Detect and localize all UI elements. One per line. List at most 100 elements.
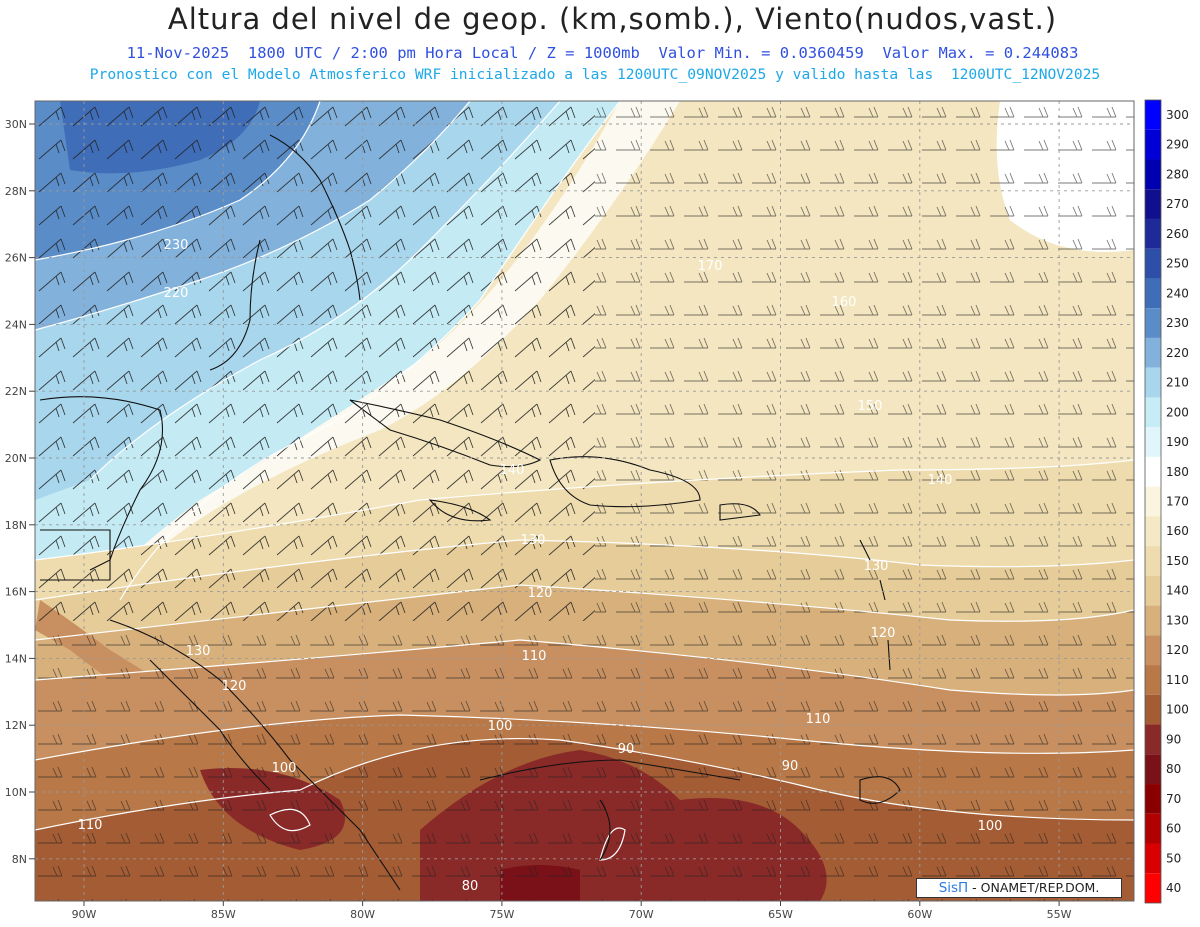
forecast-time-subtitle: 11-Nov-2025 1800 UTC / 2:00 pm Hora Loca…	[126, 44, 1079, 62]
contour-label: 100	[488, 719, 513, 734]
contour-label: 90	[618, 742, 635, 757]
colorbar-swatch	[1145, 754, 1161, 785]
latitude-tick-label: 28N	[5, 185, 27, 198]
colorbar-swatch	[1145, 575, 1161, 606]
contour-label: 170	[698, 259, 723, 274]
page-title: Altura del nivel de geop. (km,somb.), Vi…	[167, 2, 1058, 36]
colorbar-label: 260	[1166, 227, 1189, 241]
colorbar-label: 220	[1166, 346, 1189, 360]
model-info-subtitle: Pronostico con el Modelo Atmosferico WRF…	[89, 66, 1101, 83]
colorbar-swatch	[1145, 843, 1161, 874]
contour-label: 120	[528, 586, 553, 601]
contour-label: 100	[978, 819, 1003, 834]
colorbar-label: 180	[1166, 465, 1189, 479]
latitude-tick-label: 12N	[5, 719, 27, 732]
colorbar-label: 130	[1166, 613, 1189, 627]
colorbar-swatch	[1145, 159, 1161, 190]
colorbar-swatch	[1145, 873, 1161, 903]
colorbar: 300 290 280 270 260 250 240 230 220 210 200 190 180 1…	[1144, 99, 1189, 904]
colorbar-label: 60	[1166, 822, 1181, 836]
contour-label: 110	[78, 818, 103, 833]
colorbar-swatch	[1145, 248, 1161, 279]
longitude-axis: 90W 85W 80W 75W 70W 65W 60W 55W	[72, 901, 1072, 921]
latitude-tick-label: 20N	[5, 452, 27, 465]
colorbar-swatch	[1145, 427, 1161, 457]
longitude-tick-label: 75W	[489, 908, 514, 921]
longitude-tick-label: 80W	[350, 908, 375, 921]
colorbar-label: 250	[1166, 257, 1189, 271]
contour-label: 120	[871, 626, 896, 641]
colorbar-swatch	[1145, 456, 1161, 487]
colorbar-swatch	[1145, 100, 1161, 130]
contour-label: 220	[164, 286, 189, 301]
colorbar-label: 80	[1166, 762, 1181, 776]
colorbar-swatch	[1145, 129, 1161, 160]
latitude-tick-label: 10N	[5, 786, 27, 799]
map-frame	[34, 100, 1135, 902]
colorbar-label: 150	[1166, 554, 1189, 568]
colorbar-swatch	[1145, 665, 1161, 695]
colorbar-swatch	[1145, 367, 1161, 398]
colorbar-label: 300	[1166, 108, 1189, 122]
colorbar-label: 120	[1166, 643, 1189, 657]
contour-label: 160	[832, 295, 857, 310]
colorbar-swatch	[1145, 813, 1161, 844]
colorbar-swatch	[1145, 486, 1161, 517]
colorbar-swatch	[1145, 337, 1161, 368]
colorbar-label: 190	[1166, 435, 1189, 449]
longitude-tick-label: 70W	[629, 908, 654, 921]
colorbar-label: 170	[1166, 495, 1189, 509]
latitude-tick-label: 22N	[5, 385, 27, 398]
colorbar-swatch	[1145, 724, 1161, 755]
latitude-tick-label: 8N	[12, 853, 27, 866]
colorbar-swatch	[1145, 189, 1161, 219]
colorbar-swatch	[1145, 694, 1161, 725]
colorbar-swatch	[1145, 635, 1161, 666]
colorbar-label: 230	[1166, 316, 1189, 330]
longitude-tick-label: 55W	[1047, 908, 1072, 921]
latitude-tick-label: 26N	[5, 252, 27, 265]
colorbar-swatch	[1145, 516, 1161, 547]
colorbar-label: 290	[1166, 138, 1189, 152]
longitude-tick-label: 60W	[907, 908, 932, 921]
colorbar-label: 90	[1166, 732, 1181, 746]
colorbar-label: 280	[1166, 167, 1189, 181]
colorbar-swatch	[1145, 278, 1161, 309]
colorbar-label: 140	[1166, 584, 1189, 598]
contour-label: 140	[500, 463, 525, 478]
colorbar-label: 50	[1166, 851, 1181, 865]
contour-label: 110	[522, 649, 547, 664]
latitude-tick-label: 18N	[5, 519, 27, 532]
contour-label: 130	[864, 559, 889, 574]
contour-labels: 230 220 170 160 150 140 140 130 130 120 120 130 120 1…	[78, 238, 1003, 894]
colorbar-label: 200	[1166, 405, 1189, 419]
contour-label: 230	[164, 238, 189, 253]
latitude-tick-label: 24N	[5, 318, 27, 331]
latitude-axis: 30N 28N 26N 24N 22N 20N 18N 16N 14N 12N 10N 8N	[5, 118, 35, 866]
contour-label: 130	[186, 644, 211, 659]
contour-label: 90	[782, 759, 799, 774]
longitude-tick-label: 65W	[768, 908, 793, 921]
colorbar-swatch	[1145, 784, 1161, 814]
credit-box: SisΠ - ONAMET/REP.DOM.	[916, 878, 1122, 898]
colorbar-swatch	[1145, 218, 1161, 249]
longitude-tick-label: 85W	[211, 908, 236, 921]
colorbar-label: 270	[1166, 197, 1189, 211]
latitude-tick-label: 14N	[5, 652, 27, 665]
longitude-tick-label: 90W	[72, 908, 97, 921]
latitude-tick-label: 16N	[5, 586, 27, 599]
colorbar-label: 100	[1166, 703, 1189, 717]
colorbar-label: 70	[1166, 792, 1181, 806]
colorbar-swatch	[1145, 546, 1161, 576]
map-area	[35, 101, 1134, 901]
brand-logo-text: SisΠ	[938, 880, 969, 896]
contour-label: 80	[462, 879, 479, 894]
contour-label: 100	[272, 761, 297, 776]
credit-text: - ONAMET/REP.DOM.	[968, 880, 1100, 895]
latitude-tick-label: 30N	[5, 118, 27, 131]
contour-label: 120	[222, 679, 247, 694]
contour-label: 130	[521, 533, 546, 548]
colorbar-swatch	[1145, 605, 1161, 636]
colorbar-label: 210	[1166, 376, 1189, 390]
